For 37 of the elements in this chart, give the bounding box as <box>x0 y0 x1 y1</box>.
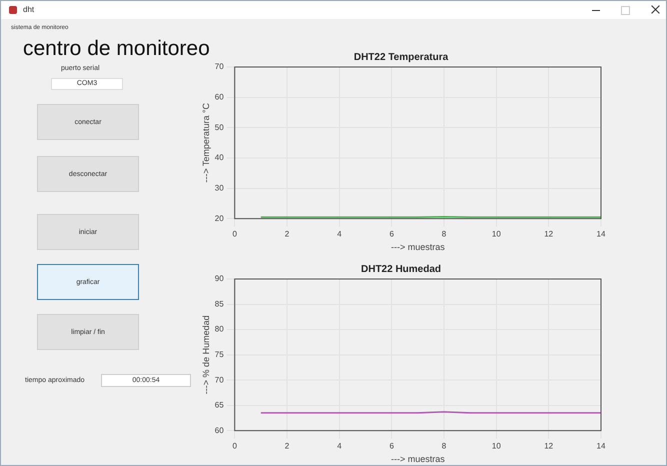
x-tick-label: 10 <box>492 442 502 451</box>
y-tick-label: 20 <box>214 214 224 223</box>
x-tick-label: 14 <box>596 230 606 239</box>
y-tick-label: 70 <box>214 62 224 72</box>
y-tick-label: 70 <box>214 375 224 384</box>
y-axis-title: ---> % de Humedad <box>200 315 211 394</box>
x-tick-label: 14 <box>596 442 606 451</box>
y-axis-title: ---> Temperatura °C <box>200 102 211 183</box>
y-tick-label: 80 <box>214 324 224 334</box>
x-axis-title: ---> muestras <box>390 454 446 464</box>
x-tick-label: 8 <box>442 442 447 451</box>
y-tick-label: 85 <box>214 299 224 308</box>
x-tick-label: 4 <box>337 442 342 451</box>
x-tick-label: 0 <box>232 230 238 239</box>
chart-title: DHT22 Temperatura <box>354 52 449 63</box>
y-tick-label: 50 <box>214 122 224 132</box>
x-tick-label: 12 <box>544 442 554 451</box>
x-tick-label: 10 <box>492 230 502 239</box>
text: dht <box>23 5 34 14</box>
y-tick-label: 30 <box>214 183 224 192</box>
y-tick-label: 60 <box>214 426 224 435</box>
x-tick-label: 4 <box>337 230 342 239</box>
y-tick-label: 90 <box>214 274 224 284</box>
x-tick-label: 6 <box>389 230 394 239</box>
text: centro de monitoreo <box>23 37 210 61</box>
x-tick-label: 2 <box>284 442 290 451</box>
x-tick-label: 6 <box>389 442 394 451</box>
y-tick-label: 65 <box>214 400 224 410</box>
x-tick-label: 0 <box>232 442 238 451</box>
y-tick-label: 75 <box>214 350 224 360</box>
y-tick-label: 40 <box>214 153 224 162</box>
x-axis-title: ---> muestras <box>390 242 446 252</box>
x-tick-label: 8 <box>442 230 447 239</box>
x-tick-label: 12 <box>544 230 554 239</box>
chart-title: DHT22 Humedad <box>360 264 442 275</box>
x-tick-label: 2 <box>284 230 290 239</box>
y-tick-label: 60 <box>214 92 224 102</box>
